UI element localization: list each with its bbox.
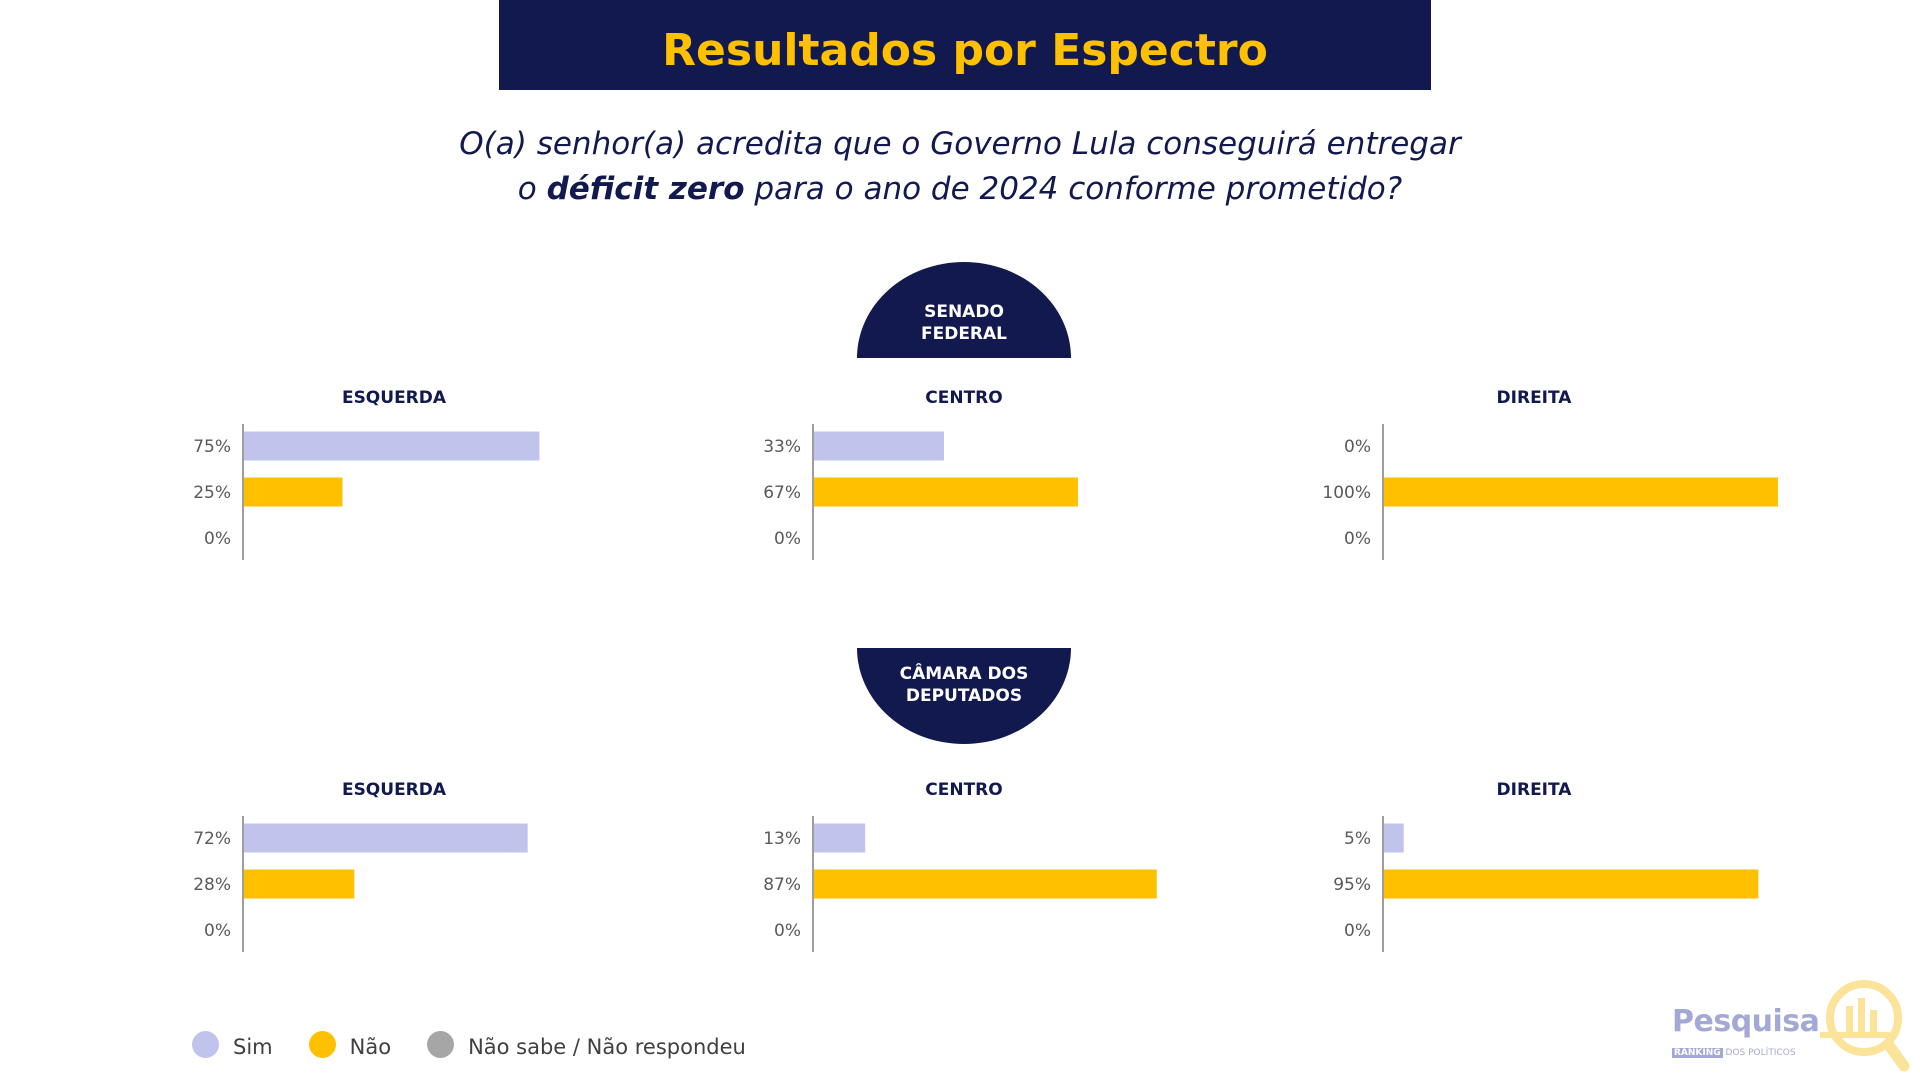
value-label-nao-sabe-nao-respondeu: 0%: [204, 921, 231, 941]
value-label-nao-sabe-nao-respondeu: 0%: [204, 529, 231, 549]
magnifier-chart-icon: [1820, 980, 1910, 1072]
value-label-nao: 67%: [763, 483, 801, 503]
bar-chart-senado-direita: 0% 100% 0%: [1322, 424, 1778, 560]
value-label-nao: 87%: [763, 875, 801, 895]
pesquisa-logo: Pesquisa RANKING DOS POLÍTICOS: [1672, 980, 1912, 1075]
chart-title: ESQUERDA: [341, 780, 447, 800]
chart-panel-camara-direita: DIREITA 5% 95% 0%: [1254, 780, 1814, 955]
chart-panel-senado-direita: DIREITA 0% 100% 0%: [1254, 388, 1814, 563]
value-label-sim: 5%: [1344, 829, 1371, 849]
value-label-sim: 33%: [763, 437, 801, 457]
legend-item-nao: Não: [308, 1029, 392, 1059]
legend-swatch-nao-sabe: [427, 1030, 455, 1058]
chart-title: CENTRO: [925, 388, 1003, 408]
section-label-camara: CÂMARA DOS DEPUTADOS: [899, 664, 1029, 706]
question-line-2: o déficit zero para o ano de 2024 confor…: [0, 167, 1920, 212]
chart-title: DIREITA: [1496, 780, 1572, 800]
title-banner: Resultados por Espectro: [499, 0, 1431, 90]
bar-chart-camara-centro: 13% 87% 0%: [763, 816, 1157, 952]
question-line-1: O(a) senhor(a) acredita que o Governo Lu…: [459, 126, 1461, 162]
legend-item-sim: Sim: [192, 1029, 273, 1059]
value-label-nao: 100%: [1322, 483, 1371, 503]
value-label-nao: 28%: [193, 875, 231, 895]
bar-nao: [1384, 869, 1759, 899]
legend-swatch-sim: [192, 1030, 219, 1058]
legend-swatch-nao: [308, 1030, 336, 1058]
value-label-sim: 0%: [1344, 437, 1371, 457]
bar-chart-camara-direita: 5% 95% 0%: [1333, 816, 1759, 952]
logo-tagline-politicos: DOS POLÍTICOS: [1725, 1048, 1796, 1058]
logo-wordmark: Pesquisa: [1672, 1004, 1820, 1039]
value-label-nao: 95%: [1333, 875, 1371, 895]
value-label-nao-sabe-nao-respondeu: 0%: [1344, 921, 1371, 941]
question-emphasis: déficit zero: [546, 171, 745, 207]
survey-question: O(a) senhor(a) acredita que o Governo Lu…: [0, 122, 1920, 212]
section-badge-camara: CÂMARA DOS DEPUTADOS: [857, 648, 1071, 744]
value-label-nao-sabe-nao-respondeu: 0%: [774, 921, 801, 941]
chart-title: ESQUERDA: [341, 388, 447, 408]
bar-sim: [814, 431, 945, 461]
bar-chart-senado-centro: 33% 67% 0%: [763, 424, 1078, 560]
bar-sim: [814, 823, 866, 853]
value-label-sim: 75%: [193, 437, 231, 457]
value-label-nao: 25%: [193, 483, 231, 503]
chart-panel-camara-esquerda: ESQUERDA 72% 28% 0%: [114, 780, 674, 955]
chart-title: CENTRO: [925, 780, 1003, 800]
bar-nao: [814, 477, 1078, 507]
page-title: Resultados por Espectro: [662, 24, 1268, 76]
chart-panel-senado-centro: CENTRO 33% 67% 0%: [684, 388, 1244, 563]
value-label-sim: 13%: [763, 829, 801, 849]
legend: Sim Não Não sabe / Não respondeu: [192, 1024, 782, 1064]
bar-sim: [244, 431, 540, 461]
section-badge-senado: SENADO FEDERAL: [857, 262, 1071, 358]
legend-item-nao-sabe: Não sabe / Não respondeu: [427, 1029, 746, 1059]
section-label-senado: SENADO FEDERAL: [920, 302, 1008, 344]
bar-sim: [1384, 823, 1404, 853]
bar-nao: [244, 477, 343, 507]
bar-sim: [244, 823, 528, 853]
legend-label-nao: Não: [349, 1035, 392, 1059]
legend-label-nao-sabe: Não sabe / Não respondeu: [468, 1035, 746, 1059]
bar-nao: [1384, 477, 1778, 507]
chart-title: DIREITA: [1496, 388, 1572, 408]
logo-tagline: RANKING DOS POLÍTICOS: [1672, 1048, 1796, 1058]
bar-nao: [814, 869, 1157, 899]
question-line-2-start: o: [517, 171, 547, 207]
bar-chart-camara-esquerda: 72% 28% 0%: [193, 816, 528, 952]
value-label-nao-sabe-nao-respondeu: 0%: [774, 529, 801, 549]
bar-nao: [244, 869, 355, 899]
value-label-sim: 72%: [193, 829, 231, 849]
value-label-nao-sabe-nao-respondeu: 0%: [1344, 529, 1371, 549]
logo-tagline-ranking: RANKING: [1672, 1048, 1723, 1058]
bar-chart-senado-esquerda: 75% 25% 0%: [193, 424, 540, 560]
chart-panel-camara-centro: CENTRO 13% 87% 0%: [684, 780, 1244, 955]
legend-label-sim: Sim: [233, 1035, 273, 1059]
question-line-2-end: para o ano de 2024 conforme prometido?: [744, 171, 1403, 207]
chart-panel-senado-esquerda: ESQUERDA 75% 25% 0%: [114, 388, 674, 563]
